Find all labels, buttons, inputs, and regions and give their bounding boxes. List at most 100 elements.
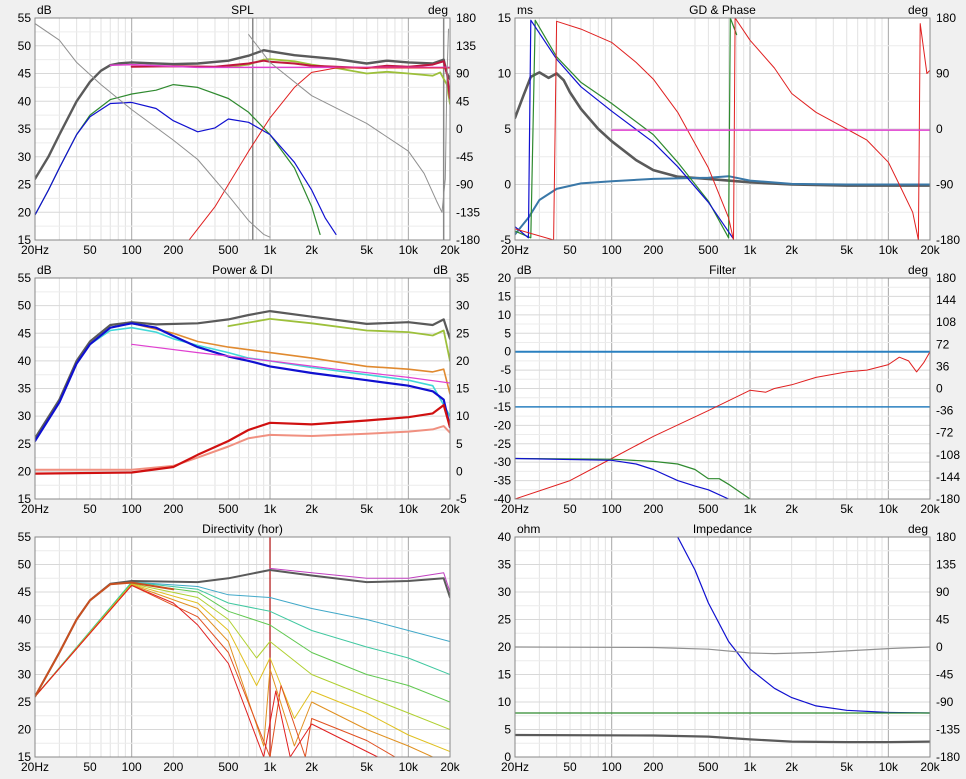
y-tick-label: -25: [494, 437, 512, 451]
y2-tick-label: -180: [936, 750, 960, 764]
y2-tick-label: 20: [456, 354, 470, 368]
x-tick-label: 5k: [840, 502, 854, 516]
x-tick-label: 50: [563, 243, 577, 257]
y-tick-label: 15: [18, 492, 32, 506]
x-tick-label: 500: [218, 760, 238, 774]
y-tick-label: 25: [18, 178, 32, 192]
y2-tick-label: 0: [936, 382, 943, 396]
y2-tick-label: -135: [456, 205, 480, 219]
right-unit-label: deg: [908, 263, 928, 277]
x-tick-label: 100: [122, 760, 142, 774]
power-series-7: [35, 404, 450, 475]
series-group: [515, 18, 930, 240]
y-tick-label: 15: [18, 233, 32, 247]
x-tick-label: 1k: [264, 243, 278, 257]
x-tick-label: 20k: [440, 502, 460, 516]
x-tick-label: 50: [563, 502, 577, 516]
y2-tick-label: -180: [936, 233, 960, 247]
x-tick-label: 10k: [399, 760, 419, 774]
x-tick-label: 20Hz: [501, 502, 529, 516]
y2-tick-label: -90: [936, 178, 954, 192]
x-tick-label: 100: [602, 760, 622, 774]
y-tick-label: 35: [18, 640, 32, 654]
y2-tick-label: -72: [936, 426, 954, 440]
y2-tick-label: -135: [936, 723, 960, 737]
plot-border: [514, 277, 931, 500]
y2-tick-label: 0: [936, 640, 943, 654]
y2-tick-label: 135: [936, 558, 956, 572]
series-group: [35, 567, 450, 757]
y2-tick-label: 0: [456, 122, 463, 136]
x-tick-label: 5k: [840, 760, 854, 774]
y-tick-label: 35: [18, 382, 32, 396]
chart-title: SPL: [231, 3, 254, 17]
y-tick-label: -10: [494, 382, 512, 396]
y-tick-label: -35: [494, 474, 512, 488]
y2-tick-label: 144: [936, 293, 956, 307]
plot-border: [34, 536, 451, 758]
y-tick-label: 40: [18, 613, 32, 627]
directivity-series-1: [35, 581, 450, 697]
x-tick-label: 5k: [360, 760, 374, 774]
impedance-series-0: [677, 537, 930, 714]
y2-tick-label: -108: [936, 448, 960, 462]
chart-title: GD & Phase: [689, 3, 756, 17]
y2-tick-label: 45: [936, 613, 950, 627]
x-tick-label: 100: [122, 243, 142, 257]
x-tick-label: 10k: [399, 243, 419, 257]
left-unit-label: ms: [517, 3, 533, 17]
y-tick-label: 10: [498, 695, 512, 709]
y-tick-label: 30: [498, 585, 512, 599]
x-tick-label: 200: [163, 243, 183, 257]
y-tick-label: 15: [18, 750, 32, 764]
right-unit-label: dB: [433, 263, 448, 277]
directivity-series-4: [35, 583, 450, 752]
x-tick-label: 20Hz: [21, 760, 49, 774]
series-group: [515, 350, 930, 499]
y2-tick-label: 180: [456, 11, 476, 25]
y-tick-label: 50: [18, 558, 32, 572]
directivity-series-0: [35, 581, 450, 697]
y2-tick-label: -144: [936, 470, 960, 484]
x-tick-label: 5k: [840, 243, 854, 257]
y2-tick-label: 72: [936, 337, 950, 351]
gd-series-2: [515, 19, 730, 239]
y-tick-label: -30: [494, 455, 512, 469]
gd-series-8: [917, 23, 930, 240]
x-tick-label: 50: [83, 243, 97, 257]
spl-series-8: [248, 28, 449, 213]
plot-border: [514, 536, 931, 758]
x-tick-label: 100: [602, 502, 622, 516]
gd-series-3: [728, 18, 738, 239]
y2-tick-label: 135: [456, 39, 476, 53]
x-tick-label: 2k: [785, 760, 799, 774]
x-tick-label: 200: [643, 760, 663, 774]
y-tick-label: 45: [18, 326, 32, 340]
right-unit-label: deg: [908, 522, 928, 536]
x-tick-label: 2k: [785, 502, 799, 516]
x-tick-label: 200: [643, 502, 663, 516]
series-group: [515, 537, 930, 744]
y2-tick-label: -45: [456, 150, 474, 164]
x-tick-label: 2k: [785, 243, 799, 257]
gd-series-6: [553, 20, 734, 240]
y-tick-label: -5: [500, 363, 511, 377]
x-tick-label: 20Hz: [21, 502, 49, 516]
filter-series-4: [515, 457, 730, 499]
y-tick-label: 20: [18, 464, 32, 478]
y-tick-label: 40: [18, 94, 32, 108]
x-tick-label: 1k: [744, 243, 758, 257]
y-tick-label: 0: [504, 345, 511, 359]
x-tick-label: 10k: [399, 502, 419, 516]
filter-series-3: [515, 457, 751, 499]
y2-tick-label: -36: [936, 404, 954, 418]
chart-title: Filter: [709, 263, 736, 277]
y2-tick-label: -45: [936, 668, 954, 682]
x-tick-label: 50: [83, 502, 97, 516]
y-tick-label: 10: [498, 308, 512, 322]
y-tick-label: 40: [18, 354, 32, 368]
